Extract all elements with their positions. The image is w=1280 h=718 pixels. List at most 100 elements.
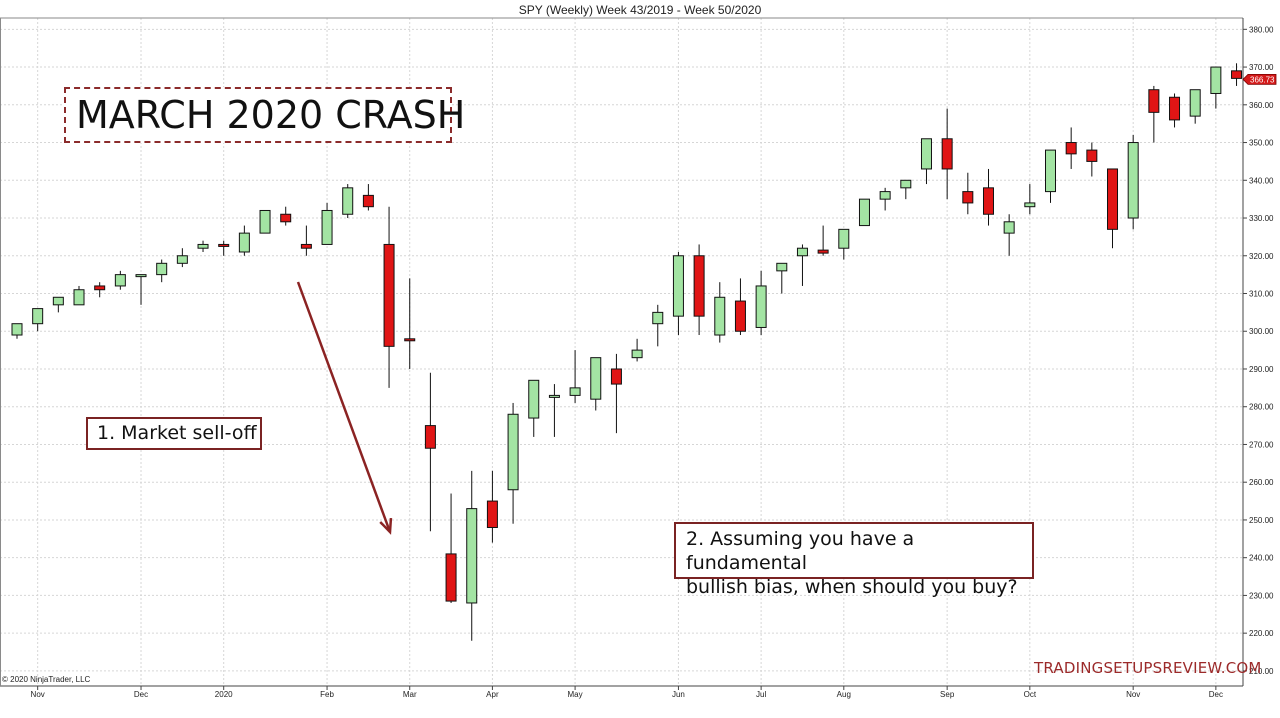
y-tick-label: 230.00 <box>1249 591 1274 600</box>
candle-bull <box>672 255 684 317</box>
x-tick-label: Jun <box>672 690 685 699</box>
candle-bull <box>776 262 788 272</box>
candle-bull <box>156 262 168 276</box>
y-tick-label: 320.00 <box>1249 252 1274 261</box>
annotation-box-2: 2. Assuming you have a fundamental bulli… <box>674 522 1034 598</box>
y-tick-label: 250.00 <box>1249 516 1274 525</box>
candle-bear <box>610 368 622 385</box>
y-tick-label: 380.00 <box>1249 25 1274 34</box>
x-axis: Nov Dec 2020 Feb Mar Apr May Jun Jul Aug Sep Oct Nov… <box>31 686 1223 699</box>
x-tick-label: Sep <box>940 690 955 699</box>
candle-bear <box>1107 168 1119 230</box>
candle-bull <box>321 209 333 245</box>
candle-bull <box>652 311 664 325</box>
y-tick-label: 310.00 <box>1249 290 1274 299</box>
y-tick-label: 240.00 <box>1249 554 1274 563</box>
candle-bull <box>73 289 85 306</box>
x-tick-label: Nov <box>31 690 45 699</box>
candle-bull <box>1127 142 1139 219</box>
candle-bull <box>197 243 209 249</box>
candle-bull <box>507 413 519 491</box>
candle-bull <box>548 394 560 398</box>
y-tick-label: 360.00 <box>1249 101 1274 110</box>
copyright: © 2020 NinjaTrader, LLC <box>2 675 91 684</box>
candle-bull <box>858 198 870 227</box>
candle-bull <box>114 274 126 287</box>
candle-bull <box>631 349 643 359</box>
candle-bull <box>259 209 271 234</box>
candle-bear <box>218 243 230 247</box>
candle-bull <box>528 379 540 419</box>
selloff-arrow <box>296 281 393 535</box>
x-tick-label: Dec <box>1209 690 1223 699</box>
candle-bear <box>693 255 705 317</box>
candle-bear <box>1169 96 1181 121</box>
y-tick-label: 260.00 <box>1249 478 1274 487</box>
candle-bull <box>879 191 891 200</box>
candle-bear <box>404 338 416 342</box>
candle-bull <box>466 508 478 604</box>
candle-bear <box>362 194 374 208</box>
march-crash-title-box: MARCH 2020 CRASH <box>64 87 465 143</box>
candle-bull <box>755 285 767 328</box>
candle-bull <box>714 296 726 336</box>
candle-bear <box>734 300 746 332</box>
annotation-2-line-1: 2. Assuming you have a fundamental <box>686 528 915 574</box>
candle-bear <box>1148 89 1160 113</box>
candle-bear <box>962 191 974 204</box>
candles <box>11 63 1243 641</box>
candle-bull <box>796 247 808 257</box>
candle-bull <box>920 138 932 170</box>
candle-bull <box>1024 202 1036 208</box>
y-tick-label: 270.00 <box>1249 440 1274 449</box>
candle-bear <box>383 243 395 347</box>
candle-bear <box>941 138 953 170</box>
candle-bull <box>569 387 581 396</box>
x-tick-label: Dec <box>134 690 148 699</box>
x-tick-label: Feb <box>320 690 334 699</box>
y-tick-label: 370.00 <box>1249 63 1274 72</box>
last-price-label: 366.73 <box>1250 75 1275 84</box>
x-tick-label: May <box>568 690 583 699</box>
candle-bear <box>424 425 436 449</box>
y-tick-label: 290.00 <box>1249 365 1274 374</box>
x-tick-label: Oct <box>1024 690 1037 699</box>
x-tick-label: Nov <box>1126 690 1140 699</box>
y-tick-label: 220.00 <box>1249 629 1274 638</box>
candle-bull <box>52 296 64 306</box>
candle-bear <box>817 249 829 254</box>
candle-bear <box>1086 149 1098 162</box>
candle-bull <box>1189 89 1201 117</box>
y-tick-label: 210.00 <box>1249 667 1274 676</box>
march-crash-title: MARCH 2020 CRASH <box>76 93 466 137</box>
y-tick-label: 350.00 <box>1249 139 1274 148</box>
candle-bear <box>280 213 292 223</box>
last-price-marker <box>1242 74 1277 85</box>
x-tick-label: Aug <box>837 690 851 699</box>
annotation-2-line-2: bullish bias, when should you buy? <box>686 576 1018 598</box>
candle-bull <box>1210 66 1222 94</box>
y-tick-label: 280.00 <box>1249 403 1274 412</box>
arrow-head <box>379 517 393 535</box>
y-tick-label: 300.00 <box>1249 327 1274 336</box>
candle-bear <box>982 187 994 215</box>
candle-bull <box>590 357 602 400</box>
annotation-1-text: 1. Market sell-off <box>97 422 257 444</box>
watermark: TRADINGSETUPSREVIEW.COM <box>1034 659 1262 677</box>
y-axis: 210.00 220.00 230.00 240.00 250.00 260.00 270.… <box>1242 25 1277 676</box>
candle-bull <box>342 187 354 215</box>
candle-bull <box>838 228 850 249</box>
arrow-shaft <box>296 281 392 533</box>
y-tick-label: 340.00 <box>1249 176 1274 185</box>
candle-bear <box>445 553 457 602</box>
candle-bear <box>300 243 312 249</box>
x-tick-label: 2020 <box>215 690 233 699</box>
x-tick-label: Apr <box>486 690 499 699</box>
chart-title: SPY (Weekly) Week 43/2019 - Week 50/2020 <box>518 3 762 17</box>
chart-frame <box>0 17 1244 687</box>
candle-bull <box>32 308 44 325</box>
candle-bear <box>1065 142 1077 155</box>
x-tick-label: Mar <box>403 690 417 699</box>
candle-bull <box>1003 221 1015 234</box>
